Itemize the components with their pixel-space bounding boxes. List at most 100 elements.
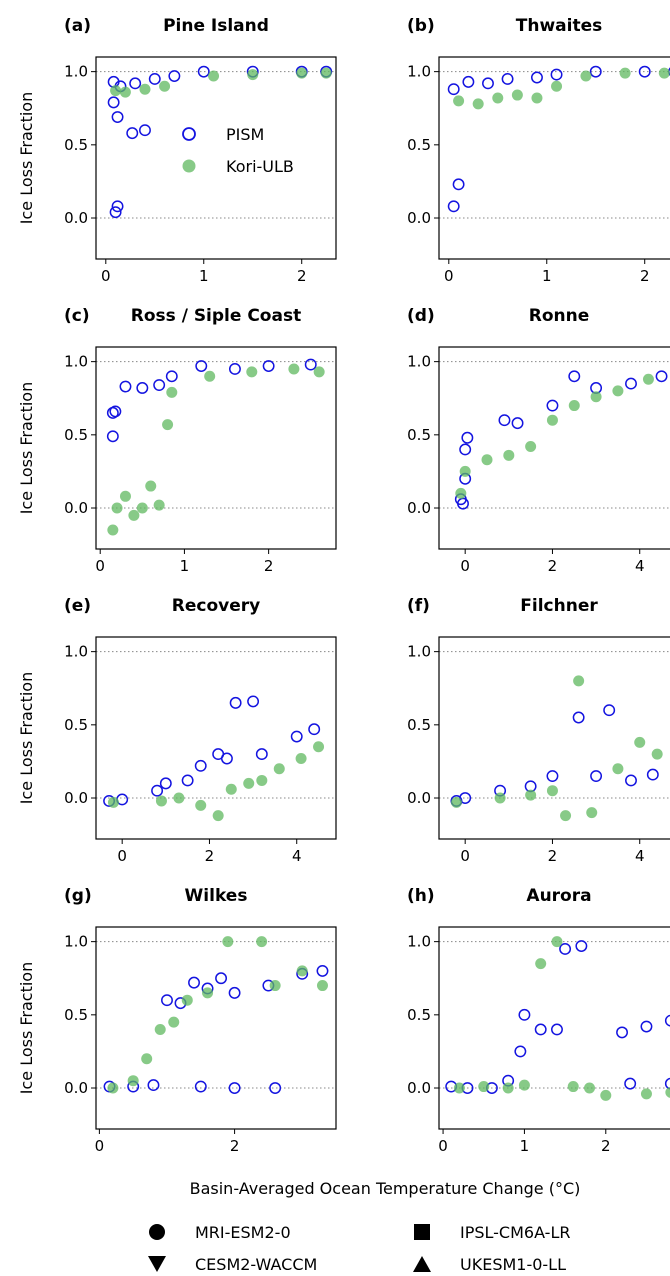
kori-point xyxy=(202,987,214,999)
kori-point xyxy=(107,524,119,536)
y-tick-label: 1.0 xyxy=(407,933,431,951)
pism-point xyxy=(624,1077,637,1090)
kori-point xyxy=(141,1053,153,1065)
pism-point xyxy=(304,358,317,371)
kori-point xyxy=(665,1086,670,1098)
plot-area xyxy=(96,358,336,536)
pism-point xyxy=(603,704,616,717)
pism-point xyxy=(109,405,122,418)
legend-ipsl-label: IPSL-CM6A-LR xyxy=(460,1223,570,1242)
kori-point xyxy=(640,1088,652,1100)
pism-point xyxy=(559,943,572,955)
pism-point xyxy=(195,360,208,372)
x-tick-label: 0 xyxy=(95,1137,105,1155)
panel-d: 0.0 0.5 1.0 0 2 4 (d) Ronne xyxy=(407,306,670,575)
kori-point xyxy=(535,958,547,970)
kori-point xyxy=(590,391,602,403)
model-legend: PISM Kori-ULB xyxy=(182,125,294,176)
pism-point xyxy=(168,70,181,82)
x-tick-label: 0 xyxy=(95,557,105,575)
pism-point xyxy=(461,431,474,444)
pism-point xyxy=(655,370,668,383)
kori-point xyxy=(455,487,467,499)
kori-point xyxy=(478,1081,490,1093)
kori-point xyxy=(110,85,122,97)
panel-title: Wilkes xyxy=(185,886,248,906)
y-tick-label: 0.0 xyxy=(407,789,431,807)
panel-label: (h) xyxy=(407,886,435,906)
legend-cesm-marker xyxy=(148,1256,166,1272)
kori-point xyxy=(173,792,185,804)
panel-f: 0.0 0.5 1.0 0 2 4 (f) Filchner xyxy=(407,596,670,865)
x-tick-label: 2 xyxy=(230,1137,240,1155)
y-tick-label: 1.0 xyxy=(64,63,88,81)
plot-area xyxy=(439,361,670,510)
x-tick-label: 2 xyxy=(640,267,650,285)
y-tick-label: 0.0 xyxy=(64,789,88,807)
pism-point xyxy=(625,377,637,390)
panel-a: 0.0 0.5 1.0 0 1 2 (a) Pine Island Ice Loss Fract… xyxy=(17,16,337,285)
pism-point xyxy=(197,65,210,78)
plot-area xyxy=(439,936,670,1101)
pism-point xyxy=(111,111,124,123)
y-tick-label: 1.0 xyxy=(407,643,431,661)
y-tick-label: 0.0 xyxy=(64,499,88,517)
kori-point xyxy=(634,736,646,748)
legend-ukesm-marker xyxy=(413,1256,431,1272)
pism-point xyxy=(262,360,275,372)
pism-point xyxy=(188,976,200,989)
kori-point xyxy=(166,386,178,398)
x-tick-label: 0 xyxy=(460,847,470,865)
y-tick-label: 0.5 xyxy=(64,426,88,444)
x-tick-label: 1 xyxy=(180,557,190,575)
pism-point xyxy=(511,417,524,430)
pism-point xyxy=(136,382,149,394)
axes-frame xyxy=(95,56,337,260)
kori-point xyxy=(642,373,654,385)
kori-point xyxy=(107,1082,119,1094)
kori-point xyxy=(492,92,504,104)
x-tick-label: 2 xyxy=(548,557,558,575)
kori-point xyxy=(247,69,259,81)
legend-mri-label: MRI-ESM2-0 xyxy=(195,1223,291,1242)
pism-point xyxy=(139,124,151,137)
legend-mri-marker xyxy=(149,1224,165,1240)
pism-point xyxy=(308,723,321,736)
axes-frame xyxy=(438,56,670,260)
y-axis-label: Ice Loss Fraction xyxy=(17,92,36,225)
kori-point xyxy=(136,502,148,514)
axes-frame xyxy=(95,636,337,840)
kori-point xyxy=(222,936,234,948)
x-tick-label: 2 xyxy=(297,267,307,285)
kori-point xyxy=(600,1089,612,1101)
panel-label: (d) xyxy=(407,306,435,326)
legend-cesm-label: CESM2-WACCM xyxy=(195,1255,317,1274)
axes-frame xyxy=(95,926,337,1130)
axes-frame xyxy=(438,346,670,550)
kori-point xyxy=(612,385,624,397)
kori-point xyxy=(256,774,268,786)
pism-point xyxy=(220,752,233,765)
y-tick-label: 0.5 xyxy=(64,716,88,734)
plot-area xyxy=(96,936,336,1094)
kori-point xyxy=(619,67,631,79)
y-tick-label: 0.5 xyxy=(407,136,431,154)
y-tick-label: 0.5 xyxy=(407,1006,431,1024)
plot-area xyxy=(96,651,336,822)
pism-point xyxy=(126,127,139,140)
pism-point xyxy=(625,774,637,787)
kori-point xyxy=(107,796,119,808)
plot-area xyxy=(96,65,336,219)
pism-point xyxy=(590,770,603,783)
kori-point xyxy=(580,70,592,82)
x-tick-label: 0 xyxy=(444,267,454,285)
pism-point xyxy=(151,784,164,797)
y-tick-label: 0.0 xyxy=(64,1079,88,1097)
x-tick-label: 4 xyxy=(292,847,302,865)
kori-point xyxy=(573,675,585,687)
panel-label: (b) xyxy=(407,16,435,36)
pism-point xyxy=(646,768,659,781)
panel-label: (f) xyxy=(407,596,430,616)
kori-point xyxy=(181,994,193,1006)
